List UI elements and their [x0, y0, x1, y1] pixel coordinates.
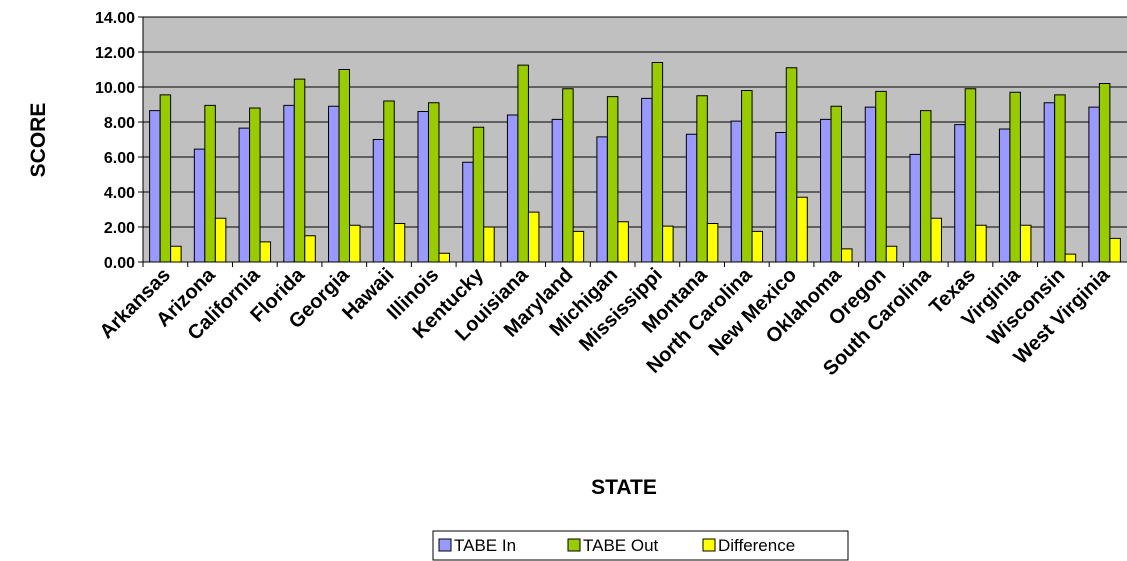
y-tick-label: 0.00	[104, 255, 135, 272]
bar-tabe-out	[427, 102, 440, 263]
bar-difference	[572, 230, 585, 263]
bar-difference	[483, 226, 495, 263]
x-tick-label: Arkansas	[96, 264, 175, 343]
bar-tabe-out	[651, 62, 664, 263]
bars	[149, 62, 1121, 263]
legend-swatch	[438, 538, 452, 552]
legend-swatch	[702, 538, 716, 552]
y-tick-label: 6.00	[104, 150, 135, 167]
bar-tabe-out	[741, 90, 753, 263]
bar-tabe-in	[998, 128, 1011, 263]
y-axis-title: SCORE	[27, 103, 50, 178]
bar-tabe-in	[506, 114, 519, 263]
bar-tabe-out	[383, 100, 395, 263]
bar-tabe-in	[372, 139, 385, 263]
bar-tabe-out	[919, 110, 932, 263]
y-tick-label: 8.00	[104, 115, 135, 132]
bar-tabe-in	[641, 97, 653, 263]
bar-tabe-out	[472, 126, 485, 263]
bar-tabe-in	[328, 105, 340, 263]
bar-tabe-out	[875, 90, 887, 263]
legend-box	[432, 530, 849, 561]
y-tick-label: 10.00	[95, 80, 135, 97]
legend-label: Difference	[718, 536, 795, 555]
bar-tabe-in	[193, 148, 206, 263]
bar-tabe-out	[785, 67, 798, 263]
bar-tabe-out	[696, 95, 708, 263]
bar-difference	[259, 241, 272, 263]
bar-tabe-out	[1009, 91, 1021, 263]
bar-tabe-in	[909, 153, 921, 263]
bar-tabe-in	[1043, 102, 1056, 263]
y-tick-label: 14.00	[95, 10, 135, 27]
bar-tabe-in	[149, 110, 161, 263]
bar-tabe-out	[249, 107, 261, 263]
bar-difference	[170, 245, 182, 263]
bar-tabe-out	[562, 88, 574, 263]
bar-difference	[975, 224, 987, 263]
y-tick-labels: 0.00 2.00 4.00 6.00 8.00 10.00 12.00 14.00	[95, 10, 135, 272]
bar-tabe-out	[517, 64, 529, 263]
bar-tabe-in	[283, 104, 295, 263]
bar-tabe-out	[204, 104, 216, 263]
y-tick-label: 4.00	[104, 185, 135, 202]
bar-difference	[751, 230, 764, 263]
bar-tabe-in	[954, 124, 966, 263]
bar-difference	[304, 235, 316, 263]
bar-difference	[796, 196, 808, 263]
bar-difference	[214, 217, 227, 263]
y-tick-label: 2.00	[104, 220, 135, 237]
bar-difference	[617, 221, 629, 263]
bar-difference	[1064, 253, 1077, 263]
bar-difference	[841, 248, 853, 263]
bar-difference	[393, 223, 406, 263]
bar-difference	[1109, 237, 1121, 263]
y-tick-label: 12.00	[95, 45, 135, 62]
legend-swatch	[567, 538, 581, 552]
bar-difference	[349, 224, 361, 263]
bar-difference	[1019, 224, 1032, 263]
bar-tabe-in	[1088, 106, 1100, 263]
bar-difference	[885, 245, 898, 263]
bar-difference	[527, 211, 540, 263]
bar-difference	[438, 252, 450, 263]
bar-tabe-out	[1098, 83, 1111, 263]
bar-tabe-in	[730, 120, 743, 263]
bar-tabe-in	[462, 161, 474, 263]
bar-tabe-in	[551, 118, 564, 263]
bar-tabe-in	[238, 127, 251, 263]
bar-tabe-in	[864, 106, 877, 263]
bar-tabe-out	[1054, 94, 1066, 263]
bar-tabe-in	[820, 118, 832, 263]
bar-tabe-out	[964, 88, 977, 263]
bar-tabe-in	[596, 136, 608, 263]
bar-tabe-out	[293, 78, 306, 263]
legend: TABE In TABE Out Difference	[432, 530, 849, 561]
bar-difference	[662, 225, 674, 263]
legend-label: TABE Out	[583, 536, 659, 555]
bar-difference	[930, 217, 942, 263]
bar-tabe-in	[417, 111, 429, 263]
legend-label: TABE In	[454, 536, 516, 555]
bar-tabe-in	[685, 133, 698, 263]
bar-tabe-out	[338, 69, 351, 263]
bar-tabe-in	[775, 132, 787, 263]
x-tick-labels: ArkansasArizonaCaliforniaFloridaGeorgiaH…	[96, 263, 1115, 380]
bar-tabe-out	[830, 105, 843, 263]
bar-difference	[706, 223, 719, 263]
x-axis-title: STATE	[591, 476, 657, 499]
bar-tabe-out	[606, 96, 619, 263]
axes	[138, 16, 1127, 267]
bar-tabe-out	[159, 94, 172, 263]
